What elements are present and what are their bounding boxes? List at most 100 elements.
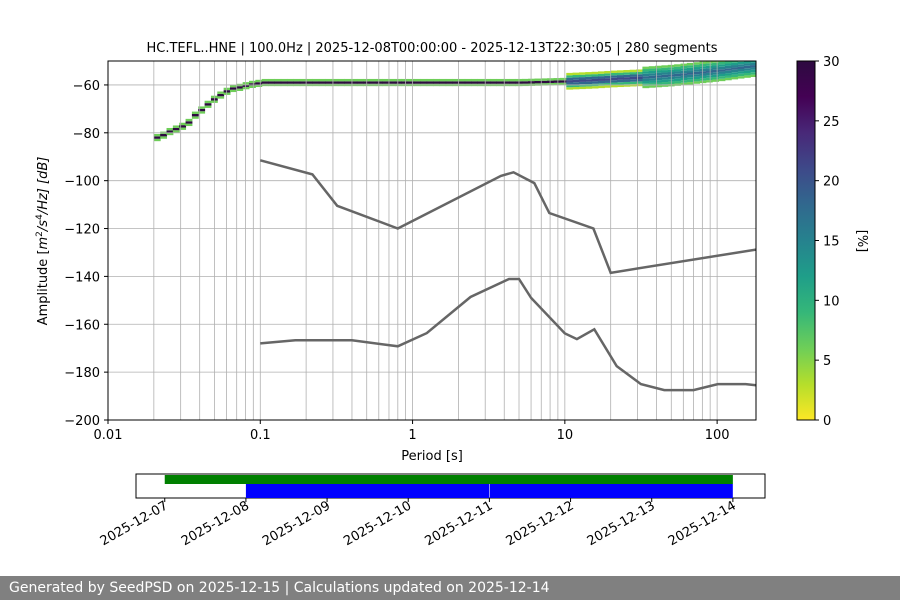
heatmap-cell <box>198 106 206 109</box>
heatmap-cell <box>699 78 707 81</box>
heatmap-cell <box>585 79 593 82</box>
heatmap-cell <box>680 70 688 74</box>
timeline-tick-label: 2025-12-13 <box>585 498 658 549</box>
heatmap-cell <box>623 79 631 82</box>
heatmap-cell <box>401 81 409 84</box>
heatmap-cell <box>686 82 694 85</box>
heatmap-cell <box>661 65 669 68</box>
heatmap-cell <box>249 83 256 86</box>
heatmap-cell <box>509 78 517 82</box>
heatmap-cell <box>674 73 681 77</box>
heatmap-cell <box>553 78 561 81</box>
heatmap-cell <box>566 77 574 81</box>
heatmap-cell <box>375 78 383 82</box>
heatmap-cell <box>591 81 599 84</box>
heatmap-cell <box>655 80 662 83</box>
heatmap-cell <box>223 90 231 93</box>
heatmap-cell <box>572 77 580 80</box>
heatmap-cell <box>731 69 739 73</box>
heatmap-cell <box>743 63 751 66</box>
heatmap-cell <box>280 81 288 84</box>
heatmap-cell <box>642 85 650 89</box>
heatmap-cell <box>743 73 751 76</box>
heatmap-cell <box>153 133 161 137</box>
heatmap-cell <box>629 76 637 80</box>
heatmap-cell <box>477 81 485 84</box>
heatmap-cell <box>502 81 510 84</box>
heatmap-cell <box>166 130 174 133</box>
heatmap-cell <box>623 70 631 73</box>
heatmap-cell <box>636 74 643 77</box>
heatmap-cell <box>566 72 574 76</box>
heatmap-cell <box>617 82 624 85</box>
heatmap-cell <box>502 78 510 82</box>
heatmap-cell <box>185 121 193 124</box>
heatmap-cell <box>166 132 174 136</box>
heatmap-cell <box>407 78 415 82</box>
heatmap-cell <box>382 81 390 84</box>
heatmap-cell <box>572 84 580 87</box>
heatmap-cell <box>693 62 701 65</box>
heatmap-cell <box>591 86 599 89</box>
heatmap-cell <box>674 71 681 74</box>
heatmap-cell <box>160 136 168 139</box>
timeline-bar <box>164 475 733 484</box>
heatmap-cell <box>236 88 244 91</box>
heatmap-cell <box>648 75 656 79</box>
heatmap-cell <box>420 78 428 82</box>
heatmap-cell <box>629 69 637 73</box>
heatmap-cell <box>648 70 656 74</box>
heatmap-cell <box>750 62 756 66</box>
heatmap-cell <box>712 72 720 75</box>
heatmap-cell <box>172 127 180 131</box>
heatmap-cell <box>344 78 352 82</box>
y-tick-label: −160 <box>64 318 100 333</box>
heatmap-cell <box>191 111 199 114</box>
heatmap-cell <box>743 65 751 69</box>
heatmap-cell <box>452 78 459 82</box>
heatmap-cell <box>585 72 593 75</box>
heatmap-cell <box>471 81 478 84</box>
heatmap-cell <box>712 79 720 82</box>
heatmap-cell <box>268 78 275 82</box>
heatmap-cell <box>686 67 694 71</box>
heatmap-cell <box>306 81 313 84</box>
y-axis-ticks: −60 −80 −100 −120 −140 −160 −180 −200 <box>64 79 108 429</box>
heatmap-cell <box>661 67 669 71</box>
timeline-bar <box>245 484 490 498</box>
heatmap-cell <box>617 79 624 83</box>
heatmap-cell <box>578 79 586 82</box>
y-label-mid: /s <box>36 220 51 232</box>
heatmap-cell <box>318 81 326 84</box>
heatmap-cell <box>712 69 720 73</box>
heatmap-cell <box>496 78 504 82</box>
heatmap-cell <box>413 78 421 82</box>
timeline-ticks: 2025-12-07 2025-12-08 2025-12-09 2025-12-10… <box>98 498 739 549</box>
heatmap-cell <box>191 116 199 119</box>
heatmap-cell <box>204 103 212 106</box>
heatmap-cell <box>496 81 504 84</box>
heatmap-cell <box>547 80 555 83</box>
heatmap-cell <box>604 78 612 81</box>
heatmap-cell <box>750 67 756 70</box>
heatmap-cell <box>750 72 756 75</box>
heatmap-cell <box>655 82 662 85</box>
heatmap-cell <box>680 75 688 78</box>
heatmap-cell <box>242 84 250 87</box>
heatmap-cell <box>413 81 421 84</box>
heatmap-cell <box>623 77 631 80</box>
heatmap-cell <box>718 69 726 72</box>
heatmap-cell <box>686 77 694 80</box>
series-line-nlnm <box>260 277 756 392</box>
colorbar-tick-label: 5 <box>823 354 831 369</box>
heatmap-cell <box>636 79 643 82</box>
heatmap-cell <box>382 78 390 82</box>
heatmap-cell <box>299 78 307 82</box>
heatmap-cell <box>718 66 726 70</box>
heatmap-cell <box>693 78 701 82</box>
heatmap-cell <box>325 81 333 84</box>
heatmap-cell <box>578 84 586 87</box>
heatmap-cell <box>578 74 586 78</box>
colorbar-tick-label: 0 <box>823 414 831 429</box>
heatmap-cell <box>521 78 529 82</box>
